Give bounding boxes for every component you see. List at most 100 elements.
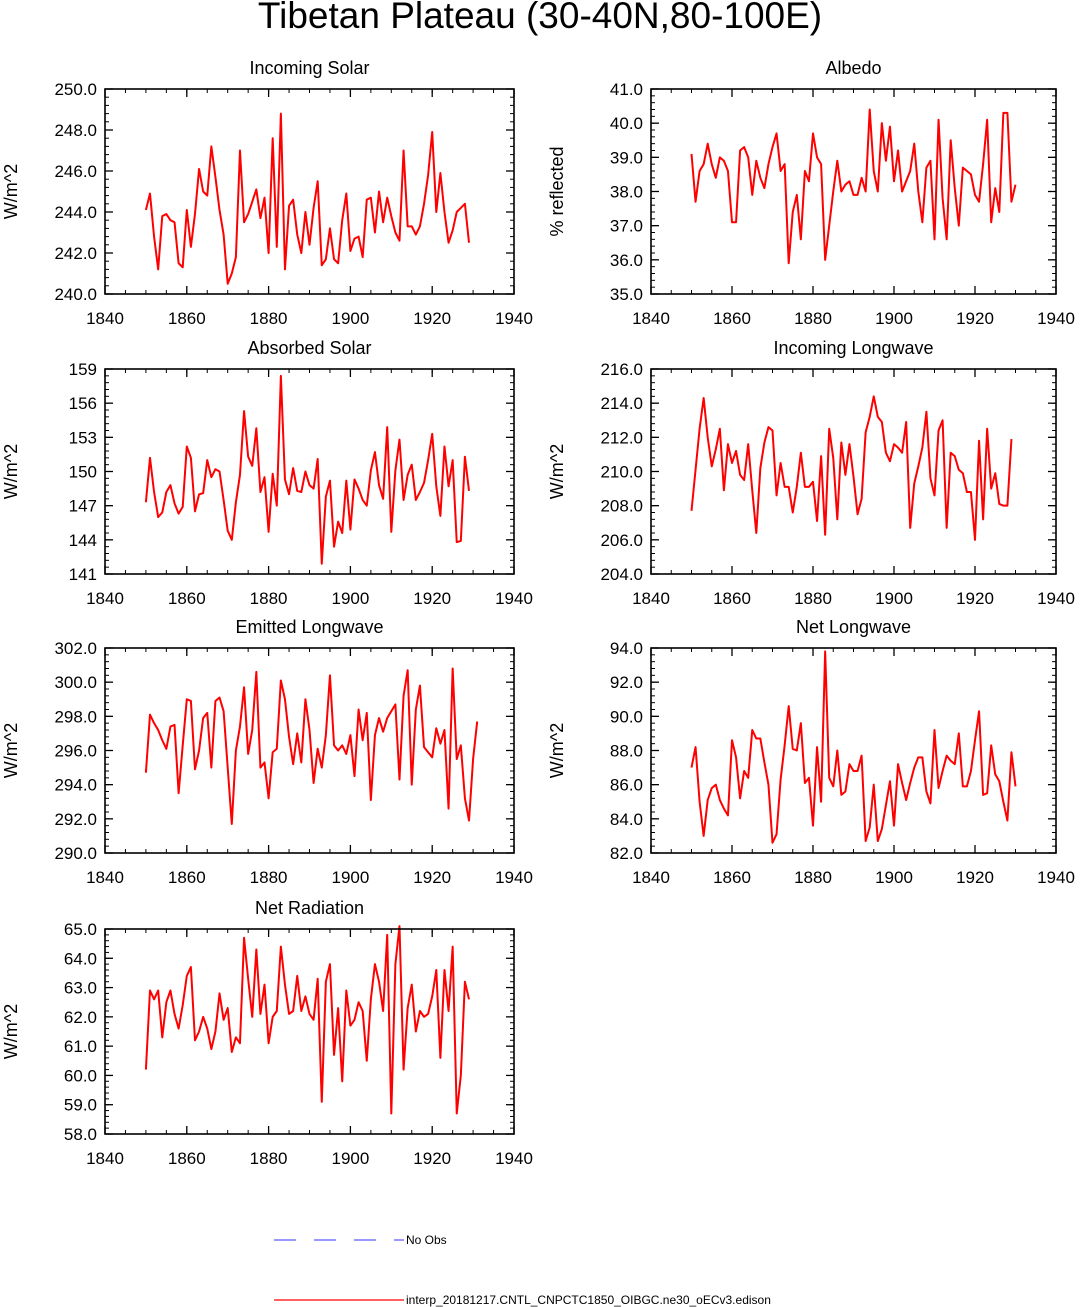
panel-4: Incoming Longwave 1840 1860 1880 1900 1920 194… bbox=[547, 338, 1075, 608]
y-tick-label: 35.0 bbox=[610, 285, 643, 304]
x-tick-label: 1900 bbox=[331, 309, 369, 328]
panels: Incoming Solar 1840 1860 1880 1900 1920 1940 24… bbox=[1, 58, 1075, 1168]
y-tick-label: 302.0 bbox=[54, 639, 97, 658]
plot-frame bbox=[650, 647, 1057, 854]
y-tick-label: 38.0 bbox=[610, 183, 643, 202]
plot-frame bbox=[104, 647, 515, 854]
panel-6: Net Longwave 1840 1860 1880 1900 1920 1940 82.0… bbox=[547, 617, 1075, 887]
legend: No Obs interp_20181217.CNTL_CNPCTC1850_O… bbox=[274, 1233, 771, 1307]
x-tick-label: 1880 bbox=[250, 868, 288, 887]
x-tick-label: 1860 bbox=[713, 868, 751, 887]
y-tick-label: 90.0 bbox=[610, 707, 643, 726]
series-line bbox=[690, 650, 1017, 844]
y-tick-label: 210.0 bbox=[600, 463, 643, 482]
x-tick-label: 1900 bbox=[875, 868, 913, 887]
x-tick-label: 1920 bbox=[956, 868, 994, 887]
x-tick-label: 1920 bbox=[413, 589, 451, 608]
x-tick-label: 1920 bbox=[956, 309, 994, 328]
plot-frame bbox=[104, 928, 515, 1135]
legend-model-label: interp_20181217.CNTL_CNPCTC1850_OIBGC.ne… bbox=[406, 1293, 771, 1307]
y-axis-label: W/m^2 bbox=[1, 164, 21, 219]
y-tick-label: 248.0 bbox=[54, 121, 97, 140]
main-title: Tibetan Plateau (30-40N,80-100E) bbox=[258, 0, 822, 36]
x-tick-label: 1920 bbox=[413, 1149, 451, 1168]
x-tick-label: 1840 bbox=[632, 868, 670, 887]
y-axis-label: % reflected bbox=[547, 146, 567, 236]
x-tick-label: 1880 bbox=[794, 868, 832, 887]
series-line bbox=[690, 108, 1017, 265]
x-tick-label: 1920 bbox=[413, 868, 451, 887]
y-axis-label: W/m^2 bbox=[547, 723, 567, 778]
y-tick-label: 86.0 bbox=[610, 776, 643, 795]
x-tick-label: 1840 bbox=[86, 589, 124, 608]
y-axis-label: W/m^2 bbox=[1, 723, 21, 778]
y-tick-label: 37.0 bbox=[610, 217, 643, 236]
panel-title: Incoming Solar bbox=[249, 58, 369, 78]
y-tick-label: 242.0 bbox=[54, 244, 97, 263]
y-tick-label: 298.0 bbox=[54, 707, 97, 726]
y-tick-label: 59.0 bbox=[64, 1096, 97, 1115]
x-tick-label: 1940 bbox=[495, 1149, 533, 1168]
x-tick-label: 1840 bbox=[632, 589, 670, 608]
series-line bbox=[690, 395, 1013, 541]
y-axis-label: W/m^2 bbox=[1, 1004, 21, 1059]
x-tick-label: 1860 bbox=[168, 868, 206, 887]
y-tick-label: 58.0 bbox=[64, 1125, 97, 1144]
y-tick-label: 292.0 bbox=[54, 810, 97, 829]
y-tick-label: 244.0 bbox=[54, 203, 97, 222]
y-tick-label: 147 bbox=[69, 497, 97, 516]
y-tick-label: 250.0 bbox=[54, 80, 97, 99]
x-tick-label: 1900 bbox=[331, 868, 369, 887]
y-tick-label: 144 bbox=[69, 531, 97, 550]
y-tick-label: 240.0 bbox=[54, 285, 97, 304]
y-tick-label: 208.0 bbox=[600, 497, 643, 516]
y-tick-label: 39.0 bbox=[610, 148, 643, 167]
y-tick-label: 300.0 bbox=[54, 673, 97, 692]
y-tick-label: 246.0 bbox=[54, 162, 97, 181]
panel-title: Absorbed Solar bbox=[247, 338, 371, 358]
y-tick-label: 62.0 bbox=[64, 1008, 97, 1027]
y-tick-label: 41.0 bbox=[610, 80, 643, 99]
panel-title: Albedo bbox=[825, 58, 881, 78]
x-tick-label: 1860 bbox=[168, 589, 206, 608]
panel-2: Albedo 1840 1860 1880 1900 1920 1940 35.0 36.0 37… bbox=[547, 58, 1075, 328]
x-tick-label: 1860 bbox=[168, 1149, 206, 1168]
y-tick-label: 36.0 bbox=[610, 251, 643, 270]
x-tick-label: 1900 bbox=[331, 589, 369, 608]
panel-title: Emitted Longwave bbox=[235, 617, 383, 637]
y-tick-label: 206.0 bbox=[600, 531, 643, 550]
x-tick-label: 1860 bbox=[713, 589, 751, 608]
x-tick-label: 1900 bbox=[331, 1149, 369, 1168]
y-tick-label: 61.0 bbox=[64, 1037, 97, 1056]
y-tick-label: 141 bbox=[69, 565, 97, 584]
plot-frame bbox=[650, 88, 1057, 295]
y-tick-label: 294.0 bbox=[54, 776, 97, 795]
x-tick-label: 1880 bbox=[794, 589, 832, 608]
y-tick-label: 156 bbox=[69, 394, 97, 413]
panel-7: Net Radiation 1840 1860 1880 1900 1920 1940 58.… bbox=[1, 898, 533, 1168]
x-tick-label: 1940 bbox=[1037, 868, 1075, 887]
y-tick-label: 64.0 bbox=[64, 949, 97, 968]
plot-frame bbox=[650, 368, 1057, 575]
y-tick-label: 94.0 bbox=[610, 639, 643, 658]
y-tick-label: 290.0 bbox=[54, 844, 97, 863]
panel-5: Emitted Longwave 1840 1860 1880 1900 1920 1940… bbox=[1, 617, 533, 887]
series-line bbox=[144, 925, 470, 1115]
x-tick-label: 1940 bbox=[1037, 309, 1075, 328]
y-tick-label: 63.0 bbox=[64, 979, 97, 998]
x-tick-label: 1940 bbox=[1037, 589, 1075, 608]
x-tick-label: 1860 bbox=[168, 309, 206, 328]
x-tick-label: 1900 bbox=[875, 309, 913, 328]
y-tick-label: 92.0 bbox=[610, 673, 643, 692]
x-tick-label: 1860 bbox=[713, 309, 751, 328]
x-tick-label: 1940 bbox=[495, 309, 533, 328]
x-tick-label: 1940 bbox=[495, 589, 533, 608]
x-tick-label: 1880 bbox=[250, 309, 288, 328]
plot-frame bbox=[104, 88, 515, 295]
y-tick-label: 159 bbox=[69, 360, 97, 379]
series-line bbox=[144, 374, 471, 565]
x-tick-label: 1920 bbox=[413, 309, 451, 328]
y-tick-label: 88.0 bbox=[610, 742, 643, 761]
y-tick-label: 204.0 bbox=[600, 565, 643, 584]
